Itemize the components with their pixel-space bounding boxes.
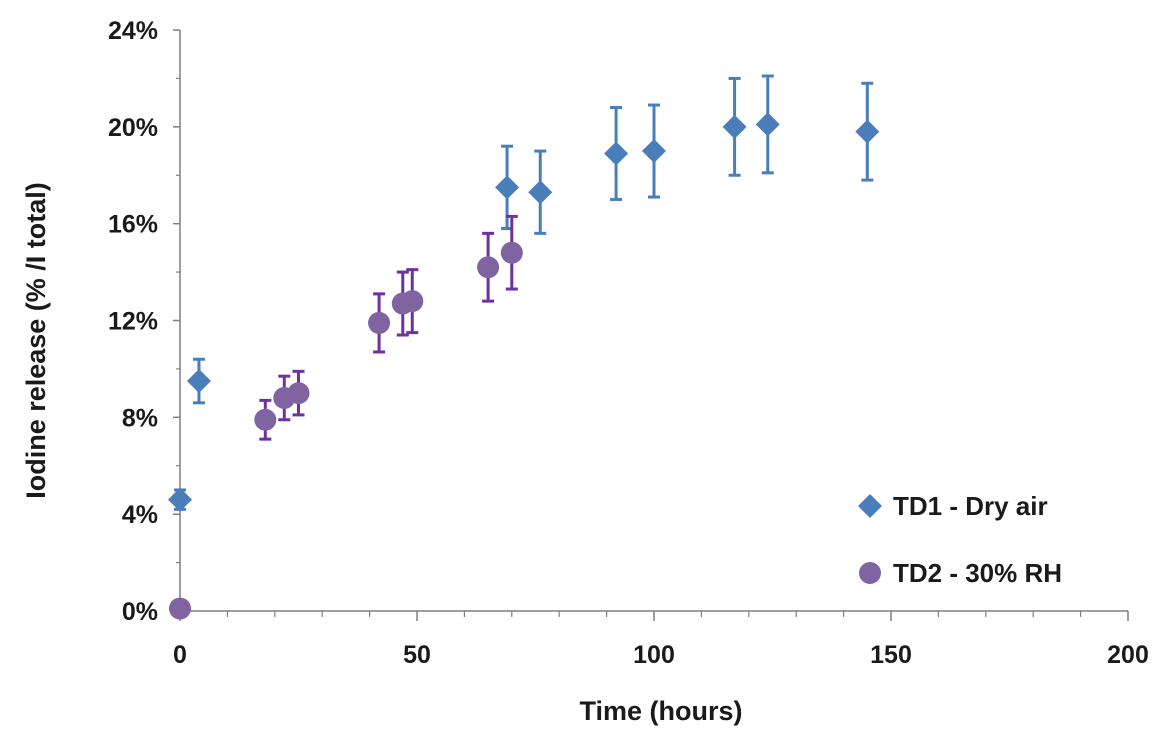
data-point-circle: [368, 311, 391, 334]
legend-item-td2: TD2 - 30% RH: [859, 558, 1062, 588]
data-point-circle: [169, 597, 191, 620]
y-tick-label: 16%: [108, 211, 158, 239]
data-point-diamond: [722, 114, 747, 139]
y-tick-label: 0%: [122, 598, 158, 626]
data-point-circle: [287, 382, 310, 405]
series-1: [168, 74, 880, 512]
series-2: [169, 214, 523, 620]
y-tick-label: 4%: [122, 501, 158, 529]
x-tick-label: 0: [173, 641, 187, 669]
data-point-circle: [477, 256, 500, 279]
legend: TD1 - Dry air TD2 - 30% RH: [858, 491, 1062, 588]
data-point-circle: [254, 408, 277, 431]
data-point-diamond: [604, 141, 629, 166]
y-tick-label: 24%: [108, 17, 158, 45]
legend-label-td1: TD1 - Dry air: [893, 491, 1048, 521]
data-point-circle: [401, 290, 424, 313]
data-point-diamond: [495, 175, 520, 200]
x-tick-label: 150: [870, 641, 912, 669]
x-tick-label: 100: [633, 641, 675, 669]
y-axis-title: Iodine release (% /I total): [21, 182, 51, 499]
data-point-diamond: [186, 369, 211, 394]
axes: 0% 4% 8% 12% 16% 20% 24% 0 50 100 150 200: [108, 17, 1149, 669]
x-axis-title: Time (hours): [579, 696, 742, 726]
data-point-diamond: [168, 487, 192, 512]
y-tick-label: 8%: [122, 404, 158, 432]
legend-label-td2: TD2 - 30% RH: [893, 558, 1062, 588]
y-tick-label: 12%: [108, 308, 158, 336]
data-point-circle: [500, 241, 523, 264]
y-tick-label: 20%: [108, 114, 158, 142]
data-point-diamond: [855, 119, 880, 144]
plot-area: [168, 74, 880, 620]
legend-item-td1: TD1 - Dry air: [858, 491, 1048, 521]
legend-marker-diamond: [858, 494, 882, 518]
x-tick-label: 200: [1107, 641, 1149, 669]
data-point-diamond: [528, 180, 553, 205]
x-tick-label: 50: [403, 641, 431, 669]
data-point-diamond: [755, 112, 780, 137]
data-point-diamond: [642, 139, 666, 164]
legend-marker-circle: [859, 562, 881, 584]
